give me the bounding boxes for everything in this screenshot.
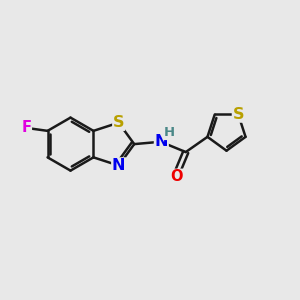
- Text: N: N: [112, 158, 125, 173]
- Text: S: S: [232, 107, 244, 122]
- Text: F: F: [21, 120, 32, 135]
- Text: H: H: [164, 126, 175, 140]
- Text: S: S: [113, 115, 124, 130]
- Text: O: O: [171, 169, 183, 184]
- Text: N: N: [154, 134, 168, 149]
